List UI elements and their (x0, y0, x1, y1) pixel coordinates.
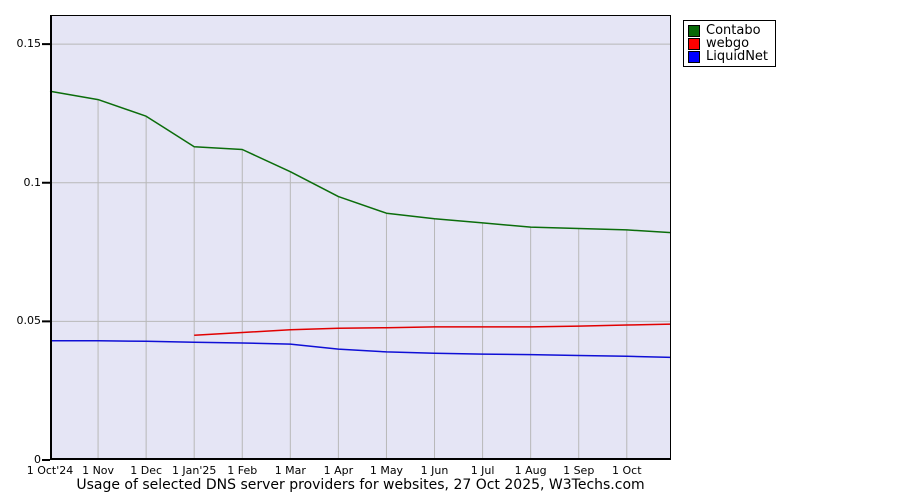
chart-title: Usage of selected DNS server providers f… (76, 477, 645, 493)
x-tick-label: 1 Oct (612, 464, 642, 477)
legend-item: LiquidNet (688, 50, 768, 63)
y-tick-label: 0.1 (23, 175, 42, 189)
chart-canvas (42, 15, 672, 461)
x-tick-label: 1 Oct'24 (26, 464, 74, 477)
x-tick-label: 1 Sep (563, 464, 595, 477)
legend: Contabo webgo LiquidNet (683, 20, 777, 67)
y-tick-label: 0.05 (16, 314, 42, 328)
x-tick-label: 1 May (369, 464, 404, 477)
x-tick-label: 1 Dec (130, 464, 163, 477)
x-tick-label: 1 Jan'25 (171, 464, 217, 477)
legend-item: Contabo (688, 24, 768, 37)
x-tick-label: 1 Aug (514, 464, 547, 477)
legend-item-label: Contabo (706, 23, 761, 38)
legend-item-label: webgo (706, 36, 750, 51)
series-line-liquidnet (50, 340, 672, 359)
legend-item: webgo (688, 37, 768, 50)
x-tick-label: 1 Apr (323, 464, 354, 477)
x-tick-label: 1 Jun (420, 464, 449, 477)
y-tick-label: 0.15 (16, 37, 42, 51)
y-tick-label: 0 (34, 453, 41, 466)
plot-area (42, 15, 672, 461)
x-tick-label: 1 Jul (470, 464, 495, 477)
series-line-webgo (194, 323, 672, 336)
x-tick-label: 1 Feb (227, 464, 258, 477)
series-line-contabo (49, 90, 672, 234)
x-tick-label: 1 Nov (82, 464, 115, 477)
legend-swatch-icon (688, 50, 700, 63)
legend-item-label: LiquidNet (706, 49, 769, 64)
legend-swatch-icon (688, 24, 700, 37)
legend-swatch-icon (688, 37, 700, 50)
plot-background (50, 15, 671, 460)
x-tick-label: 1 Mar (274, 464, 306, 477)
